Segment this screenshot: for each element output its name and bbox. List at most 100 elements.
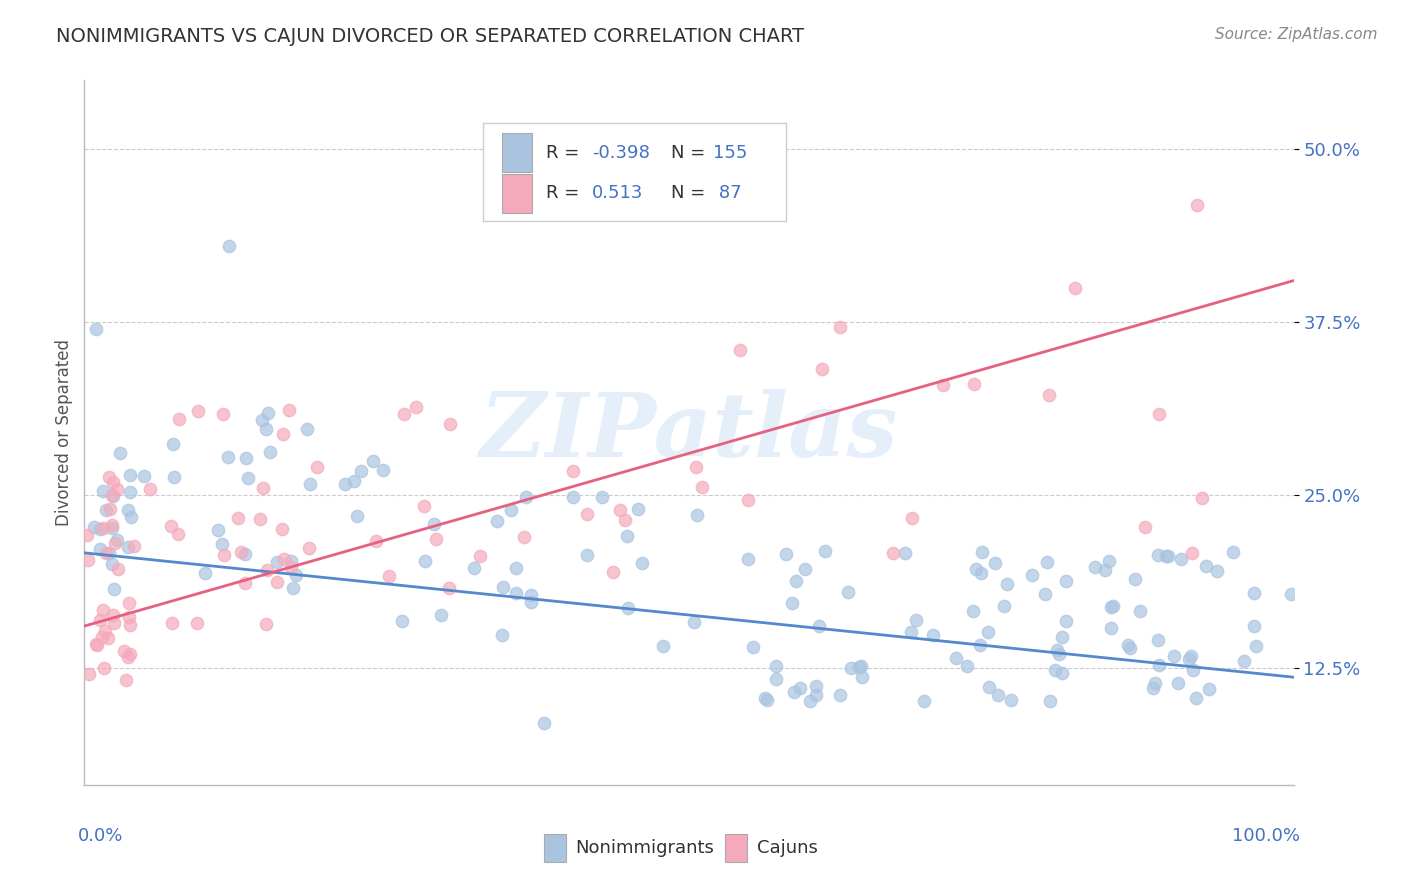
Text: Nonimmigrants: Nonimmigrants bbox=[575, 839, 714, 857]
Point bbox=[1099, 621, 1122, 635]
Point bbox=[1243, 586, 1265, 600]
Point bbox=[1000, 692, 1022, 706]
Point bbox=[1185, 691, 1208, 706]
Point bbox=[742, 640, 765, 654]
Point bbox=[576, 508, 599, 522]
Point bbox=[690, 480, 713, 494]
Point bbox=[1222, 545, 1244, 559]
Point bbox=[1149, 407, 1171, 421]
Point bbox=[617, 600, 640, 615]
Point bbox=[94, 546, 117, 560]
Point bbox=[492, 580, 515, 594]
Text: NONIMMIGRANTS VS CAJUN DIVORCED OR SEPARATED CORRELATION CHART: NONIMMIGRANTS VS CAJUN DIVORCED OR SEPAR… bbox=[56, 27, 804, 45]
Point bbox=[983, 556, 1005, 570]
Point bbox=[1195, 559, 1218, 574]
Point bbox=[613, 512, 636, 526]
Point bbox=[91, 521, 114, 535]
Point bbox=[1045, 663, 1067, 677]
Point bbox=[505, 586, 527, 600]
Point bbox=[280, 560, 302, 574]
Point bbox=[93, 661, 115, 675]
Point bbox=[1084, 560, 1107, 574]
Point bbox=[412, 499, 434, 513]
Point bbox=[921, 628, 943, 642]
Point bbox=[425, 532, 447, 546]
Point bbox=[256, 562, 278, 576]
Point bbox=[609, 502, 631, 516]
Point bbox=[782, 596, 804, 610]
Point bbox=[266, 555, 288, 569]
Point bbox=[101, 475, 124, 489]
Point bbox=[138, 482, 160, 496]
Point bbox=[266, 574, 288, 589]
Point bbox=[91, 630, 114, 644]
Point bbox=[905, 613, 928, 627]
Point bbox=[233, 547, 256, 561]
Point bbox=[107, 562, 129, 576]
Point bbox=[814, 544, 837, 558]
Point bbox=[100, 558, 122, 572]
Point bbox=[423, 517, 446, 532]
Point bbox=[561, 490, 583, 504]
Point bbox=[1178, 652, 1201, 666]
Point bbox=[965, 562, 987, 576]
Point bbox=[789, 681, 811, 696]
Text: 100.0%: 100.0% bbox=[1232, 827, 1299, 846]
Point bbox=[783, 685, 806, 699]
Point bbox=[685, 460, 707, 475]
Point bbox=[828, 689, 851, 703]
Point bbox=[166, 527, 188, 541]
Point bbox=[89, 542, 111, 557]
Point bbox=[120, 509, 142, 524]
Point bbox=[364, 533, 387, 548]
Point bbox=[118, 468, 141, 483]
Point bbox=[97, 469, 120, 483]
Point bbox=[103, 582, 125, 596]
Point bbox=[207, 523, 229, 537]
Point bbox=[117, 650, 139, 665]
Point bbox=[346, 509, 368, 524]
Point bbox=[333, 476, 356, 491]
Point bbox=[194, 566, 217, 580]
Point bbox=[118, 647, 141, 661]
Point bbox=[963, 376, 986, 391]
Point bbox=[839, 661, 862, 675]
Point bbox=[616, 529, 638, 543]
Point bbox=[110, 446, 132, 460]
Point bbox=[962, 604, 984, 618]
Point bbox=[591, 490, 613, 504]
Point bbox=[1181, 546, 1204, 560]
Point bbox=[513, 530, 536, 544]
Point bbox=[281, 582, 304, 596]
Point bbox=[737, 552, 759, 566]
Point bbox=[89, 613, 111, 627]
Point bbox=[1046, 643, 1069, 657]
Point bbox=[84, 638, 107, 652]
Point bbox=[1050, 666, 1073, 681]
Point bbox=[167, 412, 190, 426]
Point bbox=[1094, 563, 1116, 577]
Point bbox=[122, 539, 145, 553]
Text: ZIPatlas: ZIPatlas bbox=[481, 390, 897, 475]
Text: 0.0%: 0.0% bbox=[79, 827, 124, 846]
Point bbox=[972, 545, 994, 559]
Point bbox=[987, 688, 1010, 702]
Y-axis label: Divorced or Separated: Divorced or Separated bbox=[55, 339, 73, 526]
Point bbox=[271, 522, 294, 536]
Point bbox=[1157, 549, 1180, 564]
Point bbox=[86, 638, 108, 652]
Point bbox=[212, 548, 235, 562]
Text: 155: 155 bbox=[713, 144, 748, 161]
Point bbox=[86, 322, 108, 336]
Point bbox=[377, 568, 399, 582]
Point bbox=[993, 599, 1015, 613]
Text: Source: ZipAtlas.com: Source: ZipAtlas.com bbox=[1215, 27, 1378, 42]
Point bbox=[1279, 587, 1302, 601]
Point bbox=[117, 541, 139, 555]
Point bbox=[77, 553, 100, 567]
Point bbox=[728, 343, 751, 357]
Point bbox=[755, 692, 778, 706]
Point bbox=[602, 565, 624, 579]
Point bbox=[1147, 548, 1170, 562]
Point bbox=[1191, 491, 1213, 505]
